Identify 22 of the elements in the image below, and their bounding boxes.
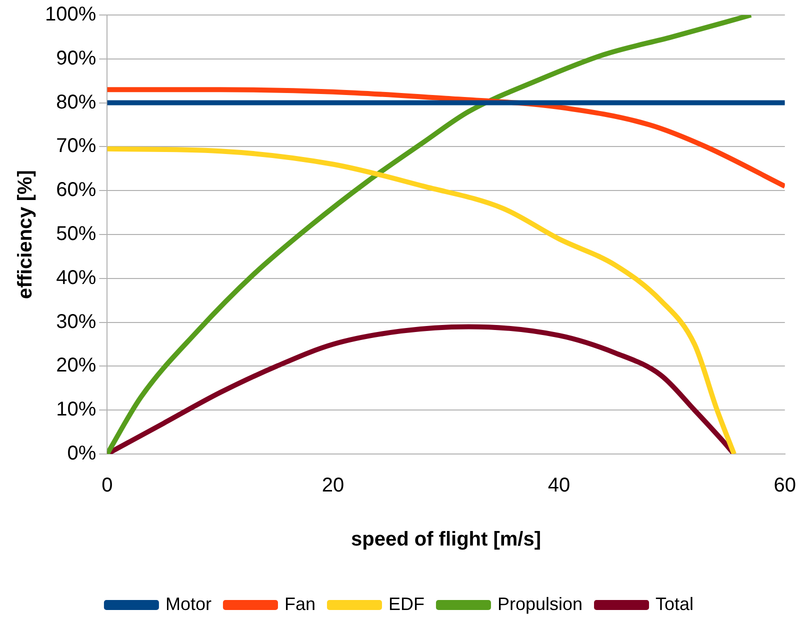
y-tick-label: 30% bbox=[56, 310, 96, 333]
y-tick-label: 90% bbox=[56, 47, 96, 70]
x-tick-label: 0 bbox=[102, 474, 113, 497]
y-tick-label: 10% bbox=[56, 398, 96, 421]
y-axis-title: efficiency [%] bbox=[14, 170, 37, 299]
y-tick-label: 40% bbox=[56, 266, 96, 289]
legend-label: Total bbox=[656, 594, 694, 614]
y-tick-label: 100% bbox=[44, 4, 96, 26]
legend-label: Motor bbox=[165, 594, 212, 614]
y-tick-label: 70% bbox=[56, 135, 96, 158]
y-tick-label: 0% bbox=[67, 442, 96, 465]
legend-label: Propulsion bbox=[497, 594, 583, 614]
y-tick-label: 20% bbox=[56, 354, 96, 377]
x-tick-label: 40 bbox=[548, 474, 570, 497]
y-tick-label: 80% bbox=[56, 91, 96, 114]
y-tick-label: 60% bbox=[56, 179, 96, 202]
x-axis-title: speed of flight [m/s] bbox=[351, 528, 542, 551]
y-tick-label: 50% bbox=[56, 223, 96, 246]
legend-label: Fan bbox=[284, 594, 316, 614]
x-tick-label: 60 bbox=[774, 474, 796, 497]
legend-label: EDF bbox=[388, 594, 424, 614]
x-tick-label: 20 bbox=[322, 474, 344, 497]
